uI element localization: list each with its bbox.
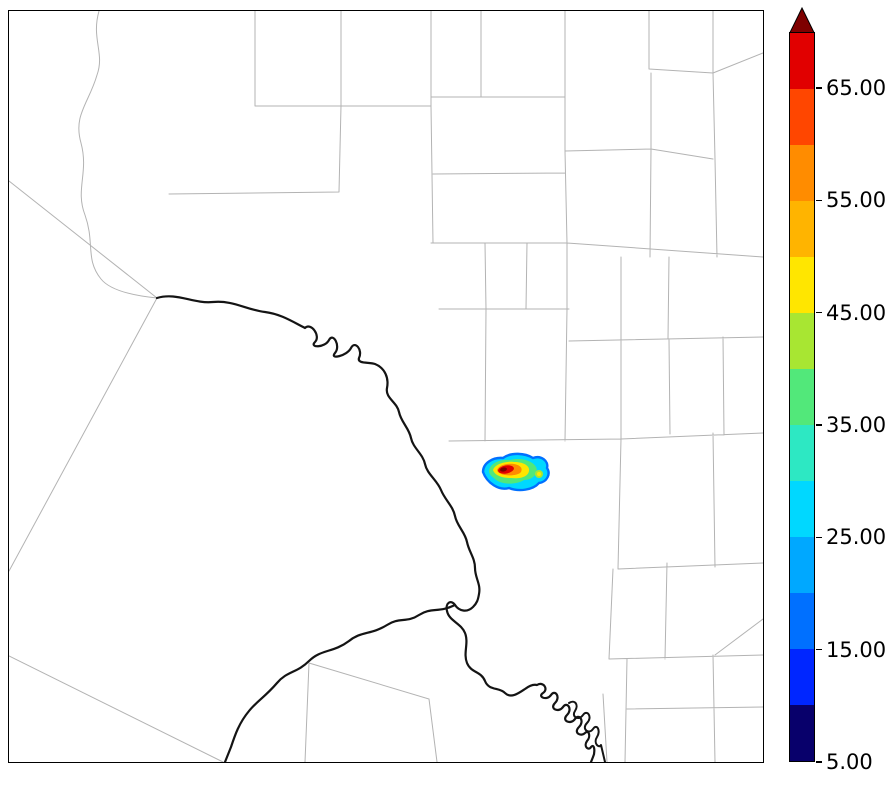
colorbar-bar (789, 32, 815, 762)
colorbar: 65.00 55.00 45.00 35.00 25.00 15.00 5.00 (789, 7, 894, 779)
colorbar-segment (790, 424, 814, 481)
state-boundary-coast (223, 603, 457, 762)
state-boundary-river-branch (568, 700, 606, 762)
map-frame (8, 10, 764, 763)
county-lines (9, 11, 763, 762)
colorbar-tick-label: 15.00 (826, 637, 887, 662)
colorbar-segment (790, 256, 814, 313)
colorbar-segment (790, 144, 814, 201)
colorbar-tick (816, 648, 822, 651)
colorbar-tick-label: 65.00 (826, 76, 887, 101)
colorbar-tick-label: 35.00 (826, 413, 887, 438)
state-boundary-main (155, 295, 596, 762)
colorbar-tick-label: 5.00 (826, 750, 873, 774)
colorbar-segment (790, 312, 814, 369)
colorbar-segment (790, 704, 814, 761)
colorbar-tick (816, 536, 822, 539)
colorbar-segment (790, 200, 814, 258)
cell-speck-45 (537, 472, 541, 476)
colorbar-tick-label: 45.00 (826, 300, 887, 325)
colorbar-tick (816, 424, 822, 426)
colorbar-tick (816, 87, 822, 89)
map-canvas (9, 11, 763, 762)
colorbar-segment (790, 648, 814, 705)
county-boundaries (9, 11, 763, 762)
colorbar-segment (790, 592, 814, 649)
colorbar-segment (790, 33, 814, 89)
county-river-line (78, 11, 158, 299)
state-boundary (155, 295, 606, 762)
colorbar-tick-label: 55.00 (826, 188, 887, 213)
reflectivity-cell (481, 452, 550, 492)
colorbar-tick (816, 312, 822, 314)
colorbar-over-arrow (789, 7, 815, 33)
colorbar-segment (790, 368, 814, 425)
cell-core (500, 467, 507, 472)
colorbar-segment (790, 88, 814, 145)
colorbar-tick (816, 761, 822, 763)
colorbar-tick-label: 25.00 (826, 525, 887, 550)
colorbar-tick (816, 199, 822, 202)
colorbar-arrow-shape (789, 7, 815, 33)
colorbar-segment (790, 536, 814, 593)
colorbar-segment (790, 480, 814, 537)
